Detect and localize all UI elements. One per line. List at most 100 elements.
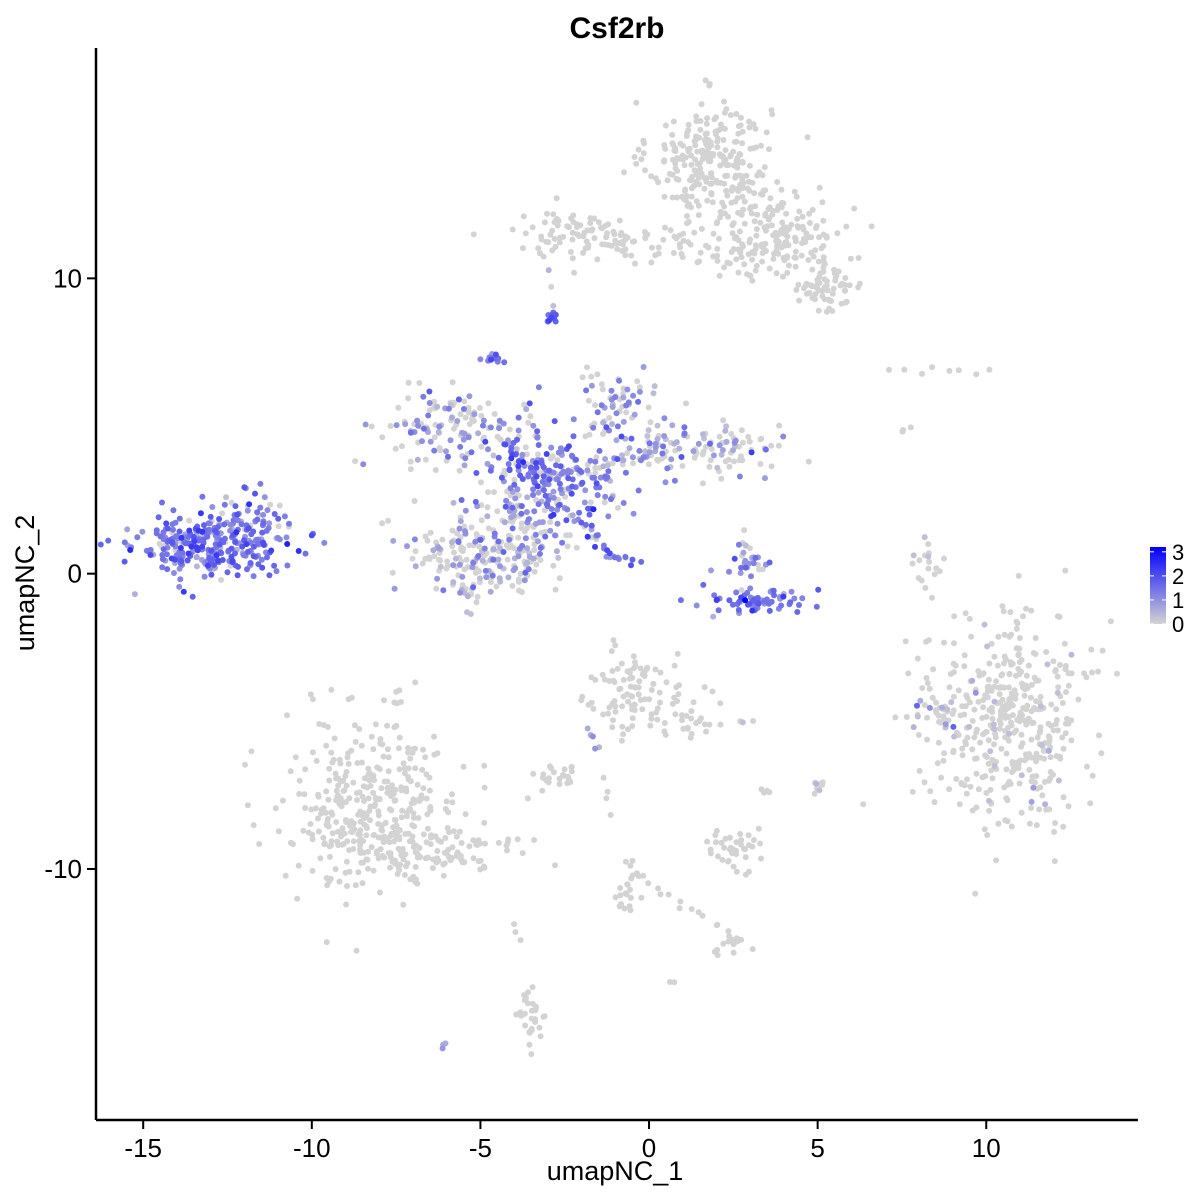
cell-point — [221, 501, 228, 508]
cell-point — [514, 486, 521, 493]
cell-point — [405, 745, 411, 751]
cell-point — [105, 537, 112, 544]
cell-point — [573, 456, 579, 463]
cell-point — [446, 829, 453, 836]
cell-point — [688, 906, 695, 913]
cell-point — [351, 722, 358, 729]
cell-point — [1046, 806, 1053, 813]
cell-point — [360, 838, 367, 845]
cell-point — [160, 546, 167, 553]
cell-point — [535, 451, 541, 458]
cell-point — [569, 236, 576, 243]
cell-point — [391, 724, 398, 731]
cell-point — [715, 853, 721, 860]
cell-point — [759, 566, 766, 573]
cell-point — [199, 543, 206, 550]
cell-point — [986, 797, 992, 804]
cell-point — [379, 434, 386, 441]
cell-point — [1033, 698, 1040, 705]
cell-point — [642, 167, 648, 174]
cell-point — [815, 307, 822, 314]
cell-point — [693, 198, 700, 205]
cell-point — [687, 241, 694, 248]
cell-point — [757, 219, 764, 226]
cell-point — [454, 530, 461, 537]
cell-point — [388, 807, 395, 814]
cell-point — [482, 567, 489, 574]
cell-point — [216, 516, 223, 522]
cell-point — [702, 131, 709, 137]
cell-point — [695, 202, 702, 209]
cell-point — [271, 562, 278, 569]
cell-point — [495, 556, 502, 563]
cell-point — [1062, 663, 1069, 669]
cell-point — [961, 663, 968, 670]
cell-point — [697, 126, 704, 133]
cell-point — [131, 591, 138, 598]
cell-point — [926, 704, 933, 711]
cell-point — [548, 444, 555, 451]
cell-point — [842, 282, 849, 288]
cell-point — [691, 454, 698, 461]
cell-point — [529, 984, 536, 991]
cell-point — [398, 814, 405, 821]
cell-point — [436, 423, 443, 430]
cell-point — [749, 843, 756, 850]
cell-point — [409, 555, 416, 562]
cell-point — [212, 527, 218, 534]
cell-point — [766, 559, 773, 566]
cell-point — [502, 441, 509, 448]
cell-point — [831, 266, 838, 273]
cell-point — [712, 832, 719, 839]
cell-point — [405, 379, 412, 386]
cell-point — [1032, 635, 1039, 641]
cell-point — [420, 393, 427, 400]
cell-point — [671, 979, 678, 986]
cell-point — [698, 147, 705, 154]
cell-point — [462, 455, 469, 462]
cell-point — [681, 162, 688, 169]
cell-point — [1040, 747, 1047, 754]
cell-point — [749, 946, 756, 953]
cell-point — [1035, 677, 1042, 684]
cell-point — [447, 857, 454, 864]
cell-point — [948, 699, 955, 706]
cell-point — [627, 886, 633, 893]
cell-point — [535, 489, 542, 496]
cell-point — [531, 837, 538, 843]
cell-point — [475, 553, 482, 559]
cell-point — [1059, 700, 1066, 706]
cell-point — [922, 584, 929, 591]
cell-point — [495, 839, 502, 846]
cell-point — [1044, 661, 1051, 668]
cell-point — [1016, 780, 1023, 787]
cell-point — [981, 621, 988, 628]
cell-point — [355, 869, 362, 876]
cell-point — [731, 458, 737, 465]
cell-point — [725, 213, 732, 220]
cell-point — [722, 458, 729, 465]
cell-point — [365, 795, 372, 802]
cell-point — [552, 243, 559, 250]
cell-point — [629, 857, 636, 864]
cell-point — [465, 404, 472, 411]
cell-point — [427, 529, 434, 536]
cell-point — [763, 129, 770, 136]
cell-point — [994, 662, 1001, 669]
cell-point — [553, 462, 559, 469]
cell-point — [477, 536, 484, 543]
cell-point — [471, 417, 477, 424]
cell-point — [641, 669, 648, 676]
cell-point — [958, 781, 965, 788]
cell-point — [936, 718, 942, 725]
cell-point — [477, 857, 484, 864]
cell-point — [170, 526, 176, 533]
cell-point — [318, 810, 324, 817]
cell-point — [989, 775, 996, 782]
cell-point — [449, 539, 455, 546]
cell-point — [776, 422, 783, 429]
cell-point — [774, 207, 781, 213]
cell-point — [526, 1041, 533, 1048]
cell-point — [495, 454, 502, 461]
cell-point — [985, 737, 992, 744]
